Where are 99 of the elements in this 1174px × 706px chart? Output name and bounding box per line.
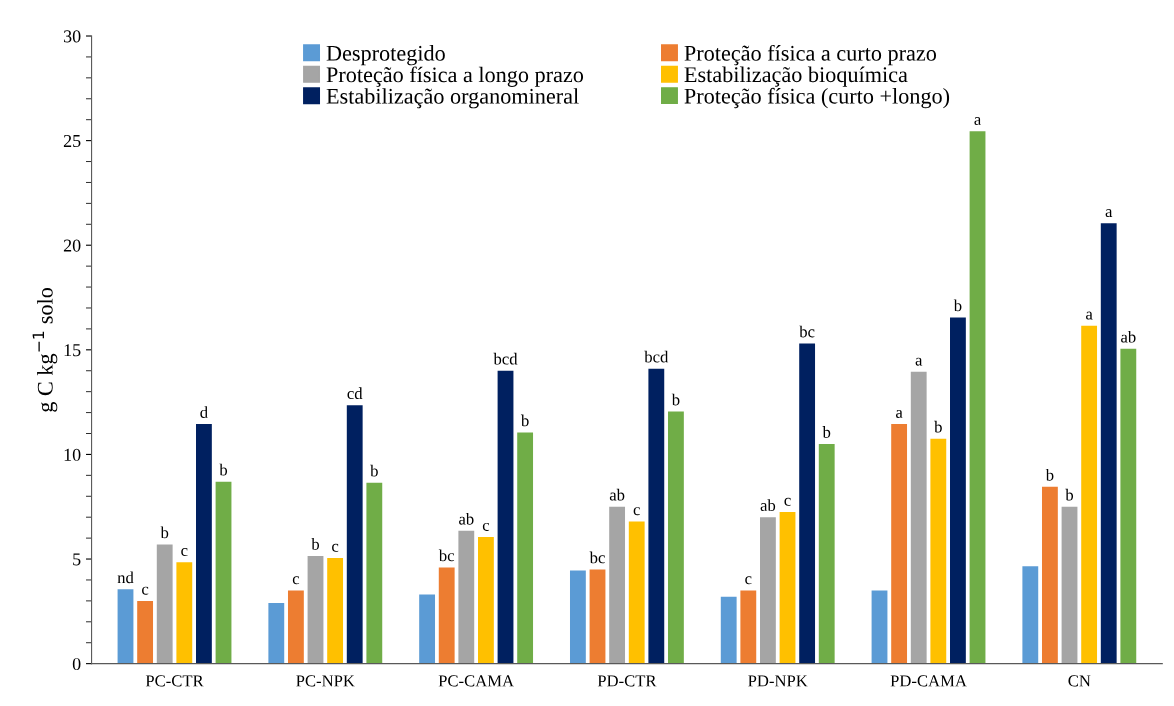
y-tick-label: 5 xyxy=(73,553,81,566)
bar xyxy=(1081,325,1098,664)
data-label: a xyxy=(915,357,923,366)
bar xyxy=(779,511,796,664)
bar xyxy=(215,481,232,664)
bar xyxy=(1100,223,1117,664)
bar xyxy=(740,590,757,664)
y-axis-title: g C kg$^{−1}$ solo xyxy=(32,287,58,412)
data-label: b xyxy=(520,414,529,427)
bar xyxy=(517,432,534,664)
bar xyxy=(176,562,193,664)
legend-label: Proteção física (curto +longo) xyxy=(684,87,950,109)
bar xyxy=(589,569,606,664)
x-tick-label: PC-NPK xyxy=(296,675,355,687)
bar xyxy=(569,570,586,664)
legend-label: Proteção física a longo prazo xyxy=(326,66,584,87)
bar xyxy=(196,424,212,664)
bar xyxy=(799,343,816,664)
data-label: d xyxy=(200,406,208,418)
data-label: ab xyxy=(1121,330,1136,343)
bar xyxy=(969,131,986,664)
y-tick-label: 10 xyxy=(64,448,81,461)
bar xyxy=(366,482,383,664)
bar xyxy=(1120,348,1137,664)
data-label: bc xyxy=(589,551,605,564)
data-label: bc xyxy=(799,325,815,338)
data-label: a xyxy=(1086,311,1093,320)
data-label: b xyxy=(934,420,942,433)
data-label: nd xyxy=(117,571,134,584)
data-label: b xyxy=(1065,488,1074,501)
bar xyxy=(419,594,436,664)
data-label: b xyxy=(671,393,680,406)
data-label: c xyxy=(784,497,791,506)
data-label: b xyxy=(953,299,962,312)
data-label: c xyxy=(745,576,752,585)
data-label: a xyxy=(974,117,981,126)
bar xyxy=(930,438,947,664)
bar xyxy=(497,370,514,664)
data-label: b xyxy=(1045,468,1054,481)
bar xyxy=(268,602,285,664)
data-label: c xyxy=(482,522,490,531)
data-label: bc xyxy=(438,549,455,562)
data-label: ab xyxy=(609,488,625,501)
data-label: c xyxy=(633,507,640,516)
bar xyxy=(648,368,665,664)
bar xyxy=(458,530,475,664)
data-label: a xyxy=(1105,209,1113,218)
legend-label: Proteção física a curto prazo xyxy=(684,44,937,66)
data-label: cd xyxy=(347,387,363,400)
bar xyxy=(438,567,455,664)
x-tick-label: PD-NPK xyxy=(748,675,808,687)
x-tick-label: PC-CTR xyxy=(145,675,204,687)
y-tick-label: 15 xyxy=(64,344,81,357)
bar xyxy=(1042,486,1058,664)
legend-label: Desprotegido xyxy=(326,45,445,66)
data-label: b xyxy=(219,463,228,476)
y-tick-label: 0 xyxy=(72,657,81,671)
bar xyxy=(910,371,927,664)
y-tick-label: 30 xyxy=(63,30,81,43)
bar xyxy=(1061,506,1078,664)
data-label: c xyxy=(142,586,149,595)
bar xyxy=(609,506,626,664)
bar xyxy=(720,596,737,664)
legend-label: Estabilização bioquímica xyxy=(684,66,908,87)
bar xyxy=(668,411,684,664)
y-tick-label: 20 xyxy=(63,239,81,252)
data-label: a xyxy=(896,409,903,418)
bar xyxy=(950,317,966,664)
bar xyxy=(818,443,835,664)
data-label: bcd xyxy=(644,350,669,363)
legend-label: Estabilização organomineral xyxy=(326,88,579,109)
bar xyxy=(628,521,645,664)
data-label: ab xyxy=(760,499,776,512)
bar xyxy=(871,590,888,664)
bar xyxy=(307,555,324,664)
data-label: b xyxy=(160,526,169,539)
data-label: c xyxy=(292,576,300,585)
bar xyxy=(1022,566,1039,664)
x-tick-label: PD-CTR xyxy=(597,675,657,687)
x-tick-label: CN xyxy=(1068,675,1091,687)
bar xyxy=(156,544,173,664)
data-label: bcd xyxy=(493,352,518,365)
x-tick-label: PD-CAMA xyxy=(890,675,967,687)
data-label: b xyxy=(370,464,378,477)
y-tick-label: 25 xyxy=(63,134,81,148)
bar xyxy=(327,557,344,664)
bar xyxy=(346,405,363,664)
bar xyxy=(478,537,494,664)
data-label: b xyxy=(822,426,831,438)
data-label: ab xyxy=(459,512,474,525)
data-label: c xyxy=(332,543,339,552)
data-label: b xyxy=(311,538,320,550)
bar xyxy=(137,600,154,664)
bar xyxy=(760,517,776,664)
bar xyxy=(287,590,304,664)
bar xyxy=(117,589,134,664)
data-label: c xyxy=(181,547,188,557)
bar xyxy=(891,424,908,664)
x-tick-label: PC-CAMA xyxy=(438,675,514,687)
